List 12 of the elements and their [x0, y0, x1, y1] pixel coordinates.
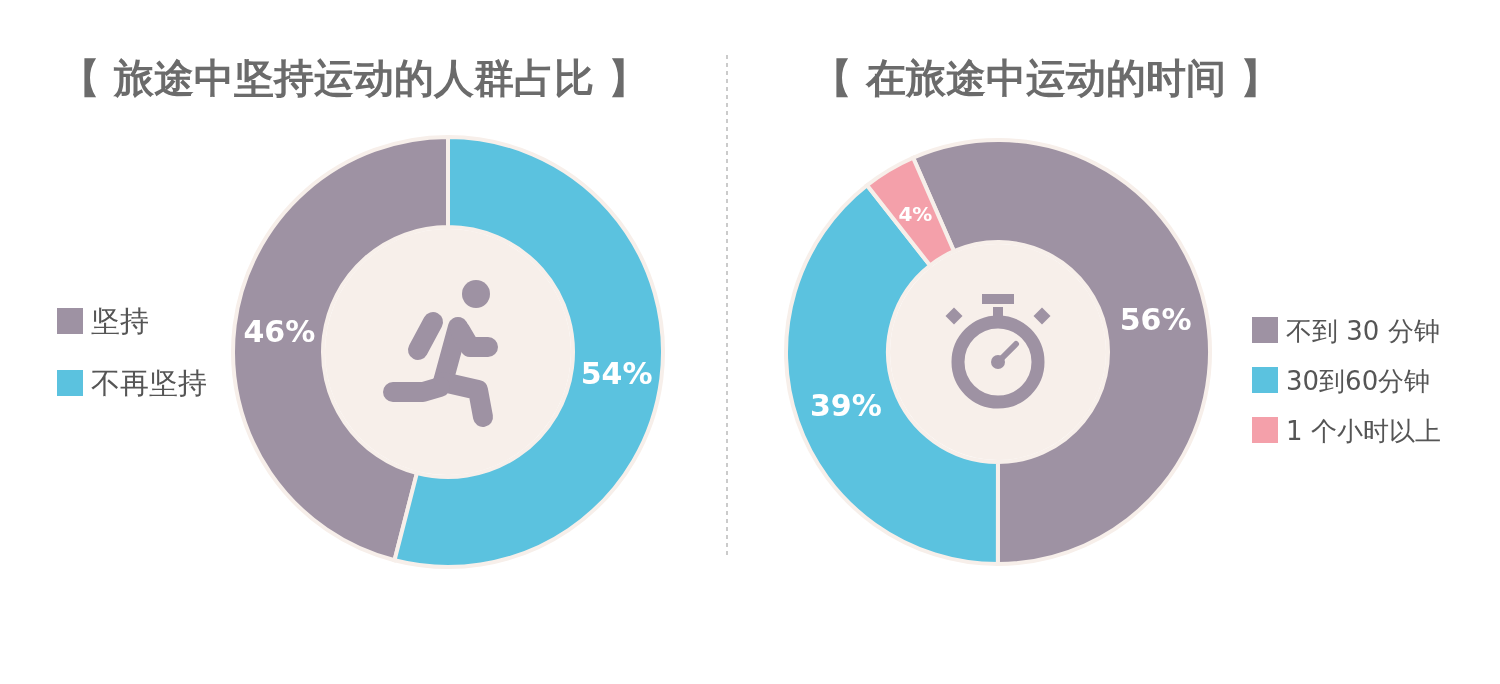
- legend-label: 不到 30 分钟: [1286, 316, 1440, 346]
- legend-label: 不再坚持: [91, 366, 207, 400]
- chart-title: 【 在旅途中运动的时间 】: [812, 55, 1280, 101]
- chart-title: 【 旅途中坚持运动的人群占比 】: [60, 55, 648, 101]
- legend-label: 30到60分钟: [1286, 366, 1431, 396]
- legend-label: 1 个小时以上: [1286, 416, 1441, 446]
- data-label: 54%: [580, 356, 653, 392]
- legend-label: 坚持: [91, 304, 149, 338]
- data-label: 46%: [243, 313, 316, 349]
- data-label: 56%: [1119, 302, 1192, 338]
- data-label: 4%: [898, 201, 933, 226]
- data-label: 39%: [809, 387, 882, 423]
